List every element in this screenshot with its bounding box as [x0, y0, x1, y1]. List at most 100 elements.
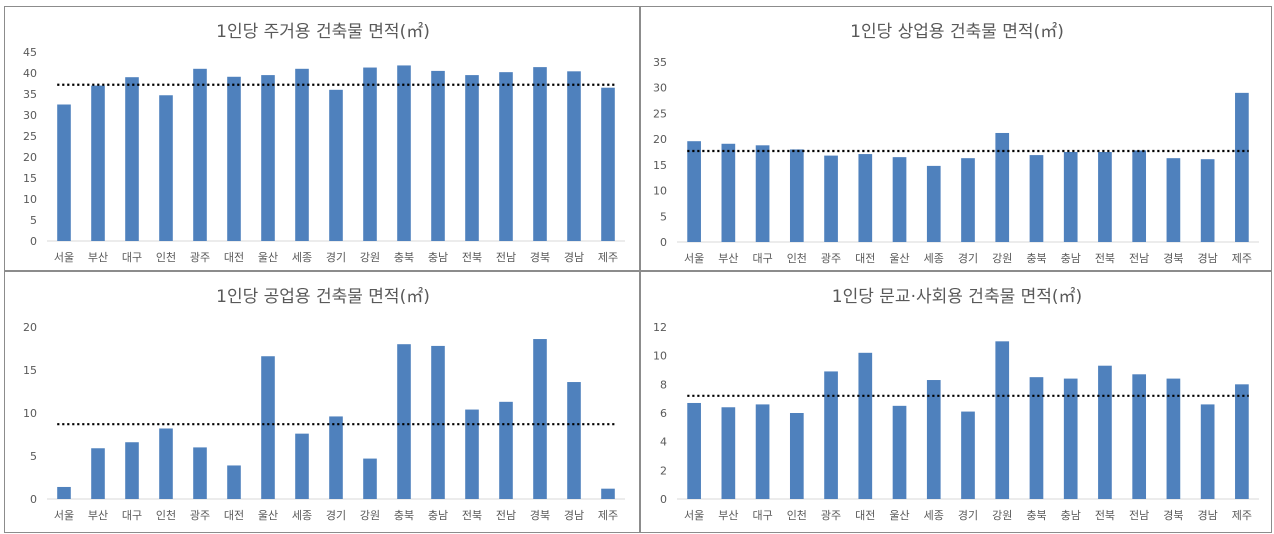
bar-제주: [1235, 92, 1249, 242]
y-tick-label: 0: [660, 493, 667, 506]
bar-전남: [1132, 150, 1147, 242]
x-category-label: 서울: [684, 509, 704, 522]
bar-전남: [1132, 374, 1147, 499]
bar-충북: [1029, 155, 1044, 242]
bar-부산: [721, 407, 736, 499]
chart-title: 1인당 공업용 건축물 면적(㎡): [216, 287, 430, 307]
x-category-label: 제주: [598, 509, 618, 522]
x-category-label: 전북: [462, 251, 482, 264]
chart-panel-2: 1인당 상업용 건축물 면적(㎡) 0 5 10 15 20 25 30 35 서울 부산 대구 인천 광…: [640, 6, 1272, 271]
bar-대구: [125, 77, 139, 241]
bar-전남: [499, 72, 513, 241]
bar-제주: [601, 87, 615, 241]
bar-경남: [567, 71, 581, 241]
y-tick-label: 20: [653, 133, 667, 146]
x-category-label: 인천: [156, 508, 176, 522]
y-tick-label: 10: [23, 407, 37, 420]
y-tick-label: 15: [23, 172, 37, 185]
x-category-label: 충남: [1061, 252, 1081, 265]
bar-대전: [227, 465, 241, 499]
y-tick-label: 10: [23, 193, 37, 206]
bar-충북: [397, 65, 411, 241]
bar-충남: [431, 70, 445, 242]
x-category-label: 경남: [1198, 509, 1218, 522]
x-category-label: 경북: [1163, 252, 1183, 265]
bar-울산: [261, 356, 275, 499]
bar-경북: [533, 67, 547, 241]
x-category-label: 강원: [992, 252, 1012, 265]
bar-제주: [1235, 384, 1249, 499]
chart-svg: 1인당 상업용 건축물 면적(㎡) 0 5 10 15 20 25 30 35 서울 부산 대구 인천 광…: [653, 22, 1259, 265]
bar-서울: [57, 486, 71, 499]
bar-인천: [789, 413, 804, 499]
bar-제주: [601, 488, 615, 499]
x-category-label: 울산: [258, 251, 278, 264]
y-tick-label: 5: [30, 450, 37, 463]
x-category-label: 서울: [54, 251, 74, 264]
y-tick-label: 8: [660, 378, 667, 391]
chart-panel-4: 1인당 문교·사회용 건축물 면적(㎡) 0 2 4 6 8 10 12 서울 부산 대구 인천 광주 대…: [640, 271, 1272, 533]
x-category-label: 경남: [564, 251, 584, 264]
bar-전남: [499, 401, 513, 499]
bar-세종: [926, 380, 941, 499]
x-category-label: 충북: [1026, 509, 1046, 522]
bar-서울: [687, 141, 701, 242]
bar-경북: [1166, 158, 1181, 242]
chart-svg: 1인당 주거용 건축물 면적(㎡) 0 5 10 15 20 25 30 35 40 45 서울 부산 대…: [23, 22, 625, 264]
bar-경북: [533, 339, 547, 499]
bar-대전: [858, 154, 873, 242]
chart-title: 1인당 문교·사회용 건축물 면적(㎡): [832, 287, 1082, 307]
x-category-label: 인천: [787, 508, 807, 522]
bar-강원: [363, 67, 377, 241]
bar-경남: [567, 382, 581, 499]
x-category-label: 대구: [752, 509, 772, 522]
chart-title: 1인당 상업용 건축물 면적(㎡): [850, 22, 1064, 42]
bar-경남: [1200, 404, 1215, 499]
bar-전북: [1098, 365, 1112, 499]
x-category-label: 인천: [787, 251, 807, 265]
y-tick-label: 30: [653, 82, 667, 95]
x-category-label: 울산: [889, 509, 909, 522]
x-category-label: 광주: [821, 252, 841, 265]
y-tick-label: 35: [653, 56, 667, 69]
y-tick-label: 15: [23, 364, 37, 377]
y-tick-label: 0: [30, 493, 37, 506]
bar-인천: [159, 428, 173, 499]
bar-세종: [926, 165, 941, 242]
y-tick-label: 10: [653, 185, 667, 198]
x-category-label: 전북: [1095, 252, 1115, 265]
chart-panel-3: 1인당 공업용 건축물 면적(㎡) 0 5 10 15 20 서울 부산 대구 인천 광주 대전 울산 세…: [4, 271, 640, 533]
bar-광주: [824, 371, 838, 499]
bar-경기: [329, 416, 343, 499]
bar-부산: [721, 143, 736, 242]
bar-충북: [1029, 377, 1044, 499]
bar-울산: [892, 405, 907, 499]
y-tick-label: 5: [660, 210, 667, 223]
bar-경기: [961, 411, 975, 499]
x-category-label: 전남: [496, 509, 516, 522]
x-category-label: 강원: [360, 251, 380, 264]
x-category-label: 전남: [1129, 252, 1149, 265]
bar-충남: [1063, 152, 1078, 242]
bar-세종: [295, 68, 309, 241]
x-category-label: 경기: [326, 509, 346, 522]
x-category-label: 전남: [496, 251, 516, 264]
bar-전북: [1098, 152, 1112, 242]
x-category-label: 세종: [924, 252, 944, 265]
chart-panel-1: 1인당 주거용 건축물 면적(㎡) 0 5 10 15 20 25 30 35 40 45 서울 부산 대…: [4, 6, 640, 271]
bar-대전: [858, 352, 873, 499]
x-category-label: 울산: [258, 509, 278, 522]
x-category-label: 인천: [156, 250, 176, 264]
bar-울산: [892, 157, 907, 242]
y-tick-label: 35: [23, 88, 37, 101]
x-category-label: 충남: [428, 509, 448, 522]
x-category-label: 충남: [428, 251, 448, 264]
bar-세종: [295, 433, 309, 499]
y-tick-label: 20: [23, 321, 37, 334]
x-category-label: 대구: [122, 251, 142, 264]
bar-부산: [91, 448, 105, 499]
chart-svg: 1인당 공업용 건축물 면적(㎡) 0 5 10 15 20 서울 부산 대구 인천 광주 대전 울산 세…: [23, 287, 625, 522]
x-category-label: 충북: [394, 509, 414, 522]
x-category-label: 대전: [855, 252, 875, 265]
